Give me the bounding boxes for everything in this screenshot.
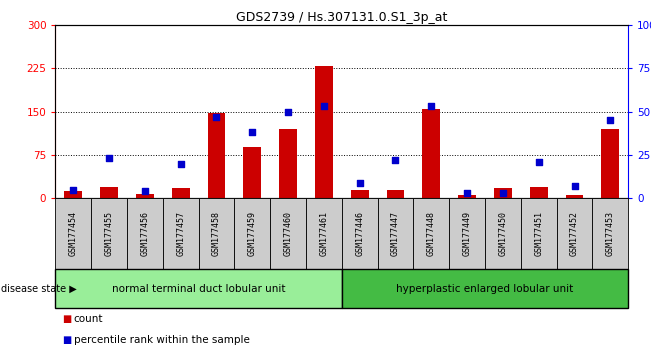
Text: normal terminal duct lobular unit: normal terminal duct lobular unit (112, 284, 285, 293)
Point (139, 188, 150, 194)
Text: GSM177449: GSM177449 (463, 211, 471, 256)
Point (175, 161, 186, 166)
Text: GSM177458: GSM177458 (212, 211, 221, 256)
Bar (100, 187, 118, 198)
Bar (270, 198, 306, 269)
Bar (557, 198, 592, 269)
Point (605, 118, 616, 123)
Text: hyperplastic enlarged lobular unit: hyperplastic enlarged lobular unit (396, 284, 574, 293)
Point (497, 190, 508, 196)
Point (391, 157, 401, 163)
Bar (413, 198, 449, 269)
Bar (351, 190, 368, 198)
Bar (387, 190, 404, 198)
Point (283, 109, 293, 114)
Bar (592, 198, 628, 269)
Bar (378, 198, 413, 269)
Bar (521, 198, 557, 269)
Point (426, 103, 437, 109)
Bar (422, 109, 440, 198)
Text: GSM177451: GSM177451 (534, 211, 543, 256)
Text: disease state ▶: disease state ▶ (1, 284, 76, 293)
Text: GSM177453: GSM177453 (606, 211, 615, 256)
Text: GSM177452: GSM177452 (570, 211, 579, 256)
Point (319, 103, 329, 109)
Point (354, 180, 365, 185)
Text: GSM177448: GSM177448 (427, 211, 436, 256)
Bar (136, 194, 154, 198)
Bar (485, 198, 521, 269)
Bar (208, 113, 225, 198)
Bar (315, 67, 333, 198)
Text: GSM177455: GSM177455 (105, 211, 113, 256)
Bar (306, 198, 342, 269)
Bar (172, 188, 189, 198)
Bar (199, 198, 234, 269)
Bar (64, 191, 82, 198)
Bar (55, 269, 342, 308)
Text: GSM177461: GSM177461 (320, 211, 328, 256)
Bar (494, 188, 512, 198)
Title: GDS2739 / Hs.307131.0.S1_3p_at: GDS2739 / Hs.307131.0.S1_3p_at (236, 11, 447, 24)
Bar (342, 198, 378, 269)
Text: GSM177457: GSM177457 (176, 211, 185, 256)
Point (68, 187, 78, 193)
Bar (342, 269, 628, 308)
Bar (91, 198, 127, 269)
Bar (458, 195, 476, 198)
Point (104, 155, 115, 161)
Bar (566, 195, 583, 198)
Text: ■: ■ (62, 335, 71, 345)
Point (534, 159, 544, 165)
Bar (449, 198, 485, 269)
Bar (279, 129, 297, 198)
Point (247, 130, 257, 135)
Bar (127, 198, 163, 269)
Text: percentile rank within the sample: percentile rank within the sample (74, 335, 249, 345)
Text: count: count (74, 314, 103, 324)
Bar (163, 198, 199, 269)
Point (211, 114, 221, 120)
Bar (234, 198, 270, 269)
Bar (602, 129, 619, 198)
Text: GSM177446: GSM177446 (355, 211, 364, 256)
Text: GSM177454: GSM177454 (69, 211, 77, 256)
Text: GSM177447: GSM177447 (391, 211, 400, 256)
Point (462, 190, 473, 196)
Bar (55, 198, 91, 269)
Text: GSM177460: GSM177460 (284, 211, 292, 256)
Point (569, 183, 579, 189)
Bar (243, 147, 261, 198)
Text: GSM177456: GSM177456 (141, 211, 149, 256)
Text: ■: ■ (62, 314, 71, 324)
Text: GSM177450: GSM177450 (499, 211, 507, 256)
Text: GSM177459: GSM177459 (248, 211, 256, 256)
Bar (530, 187, 547, 198)
